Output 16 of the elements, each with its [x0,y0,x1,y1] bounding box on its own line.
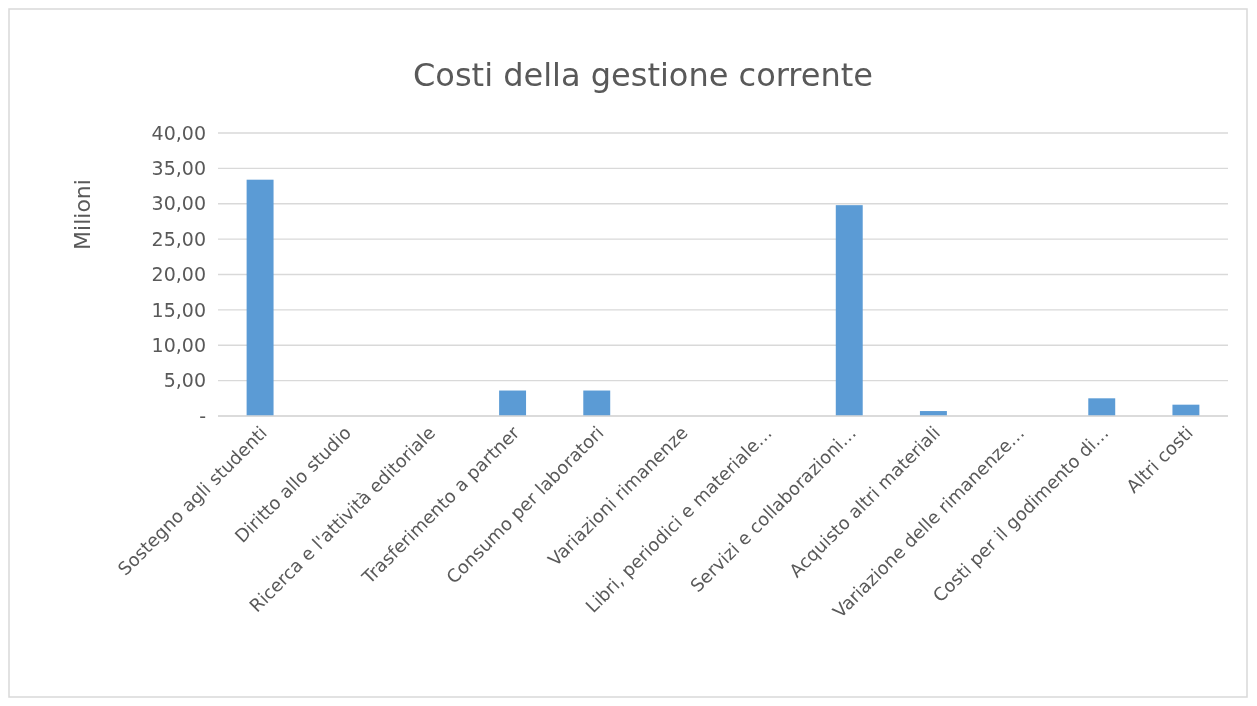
bar [499,390,527,416]
chart-title: Costi della gestione corrente [412,56,874,94]
y-tick-label: 10,00 [151,333,206,356]
y-tick-label: - [199,404,206,427]
bar [246,179,274,416]
bar [1088,398,1116,416]
y-tick-label: 30,00 [151,192,206,215]
y-tick-label: 5,00 [163,369,206,392]
y-tick-label: 40,00 [151,121,206,144]
y-tick-label: 15,00 [151,298,206,321]
y-tick-label: 20,00 [151,263,206,286]
bar [835,205,863,416]
y-tick-label: 35,00 [151,157,206,180]
bar [583,390,611,416]
y-tick-label: 25,00 [151,227,206,250]
y-axis-title: Milioni [70,179,95,250]
